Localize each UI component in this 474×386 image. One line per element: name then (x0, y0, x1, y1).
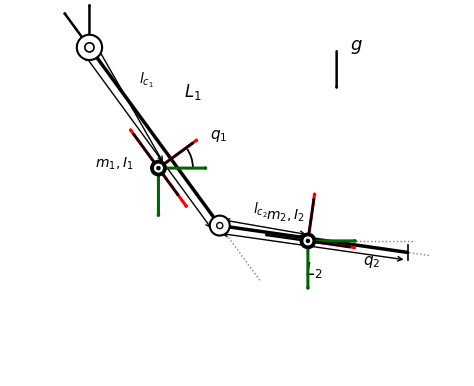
Circle shape (306, 239, 310, 242)
Text: $q_2$: $q_2$ (364, 254, 381, 270)
Text: $L_2$: $L_2$ (305, 260, 322, 280)
Text: $m_1, I_1$: $m_1, I_1$ (95, 156, 134, 173)
Circle shape (304, 237, 312, 245)
Circle shape (210, 216, 230, 235)
Circle shape (151, 161, 166, 176)
Text: $g$: $g$ (350, 38, 363, 56)
Circle shape (157, 166, 160, 169)
Circle shape (77, 35, 102, 60)
Circle shape (300, 233, 316, 249)
Circle shape (155, 164, 162, 172)
Text: $l_{c_1}$: $l_{c_1}$ (139, 71, 154, 90)
Circle shape (85, 43, 94, 52)
Text: $q_1$: $q_1$ (210, 127, 228, 144)
Text: $m_2, I_2$: $m_2, I_2$ (265, 208, 304, 224)
Text: $L_1$: $L_1$ (184, 82, 202, 102)
Text: $l_{c_2}$: $l_{c_2}$ (253, 201, 267, 220)
Circle shape (217, 222, 223, 229)
